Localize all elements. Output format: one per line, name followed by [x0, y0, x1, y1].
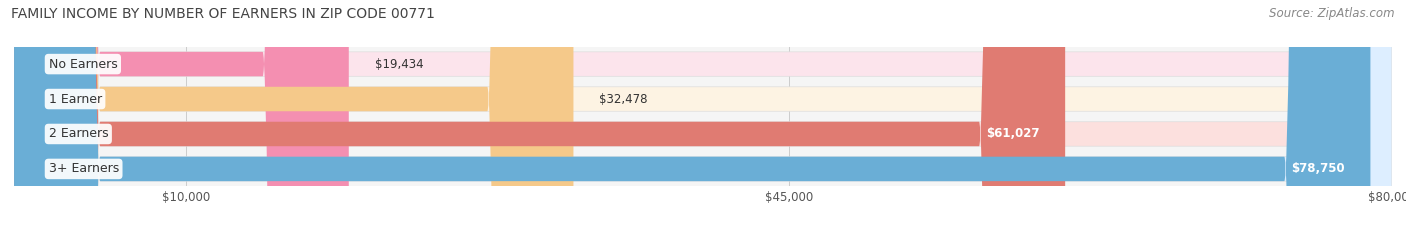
Text: $78,750: $78,750	[1291, 162, 1344, 175]
Text: FAMILY INCOME BY NUMBER OF EARNERS IN ZIP CODE 00771: FAMILY INCOME BY NUMBER OF EARNERS IN ZI…	[11, 7, 434, 21]
FancyBboxPatch shape	[14, 0, 1066, 233]
FancyBboxPatch shape	[14, 0, 1392, 233]
Text: $19,434: $19,434	[374, 58, 423, 71]
Text: 1 Earner: 1 Earner	[48, 93, 101, 106]
Text: 2 Earners: 2 Earners	[48, 127, 108, 140]
Text: Source: ZipAtlas.com: Source: ZipAtlas.com	[1270, 7, 1395, 20]
FancyBboxPatch shape	[14, 0, 1371, 233]
FancyBboxPatch shape	[14, 0, 1392, 233]
Text: 3+ Earners: 3+ Earners	[48, 162, 118, 175]
Text: No Earners: No Earners	[48, 58, 117, 71]
Text: $61,027: $61,027	[986, 127, 1039, 140]
FancyBboxPatch shape	[14, 0, 349, 233]
Text: $32,478: $32,478	[599, 93, 648, 106]
FancyBboxPatch shape	[14, 0, 1392, 233]
FancyBboxPatch shape	[14, 0, 574, 233]
FancyBboxPatch shape	[14, 0, 1392, 233]
